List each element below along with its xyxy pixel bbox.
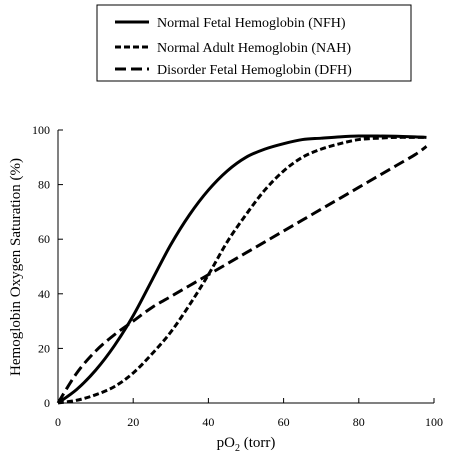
legend-label-dfh: Disorder Fetal Hemoglobin (DFH) (157, 63, 352, 78)
y-axis-title: Hemoglobin Oxygen Saturation (%) (8, 158, 24, 376)
series-line-nah (57, 135, 427, 405)
legend-frame (96, 4, 412, 82)
series-line-dfh (56, 145, 428, 404)
y-tick-label: 0 (44, 396, 50, 410)
y-tick-label: 20 (38, 341, 50, 355)
y-tick-label: 100 (32, 123, 50, 137)
x-tick-label: 40 (202, 415, 214, 429)
legend: Normal Fetal Hemoglobin (NFH) Normal Adu… (96, 4, 412, 82)
x-tick-label: 80 (353, 415, 365, 429)
y-tick-label: 80 (38, 178, 50, 192)
x-tick-label: 60 (278, 415, 290, 429)
x-tick-label: 20 (127, 415, 139, 429)
axes (57, 130, 434, 404)
x-axis-title-subscript: 2 (235, 443, 240, 454)
legend-label-nah: Normal Adult Hemoglobin (NAH) (157, 41, 351, 56)
x-tick-label: 0 (55, 415, 61, 429)
y-ticks: 0 20 40 60 80 100 (32, 123, 63, 410)
series-line-nfh (57, 134, 427, 405)
x-tick-label: 100 (425, 415, 443, 429)
legend-label-nfh: Normal Fetal Hemoglobin (NFH) (157, 16, 346, 31)
series-lines (56, 134, 428, 405)
y-tick-label: 40 (38, 287, 50, 301)
y-tick-label: 60 (38, 232, 50, 246)
x-axis-title: pO2 (torr) (217, 435, 276, 454)
x-ticks: 0 20 40 60 80 100 (55, 398, 443, 429)
